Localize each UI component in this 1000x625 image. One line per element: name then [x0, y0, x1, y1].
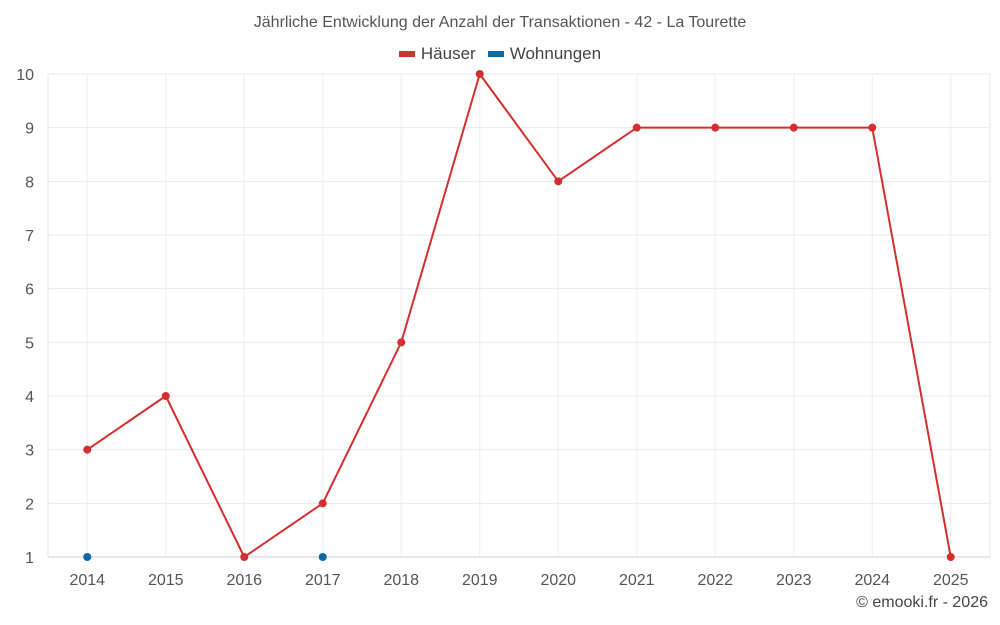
y-tick-label: 3	[25, 443, 34, 460]
x-tick-label: 2021	[619, 572, 655, 589]
data-point-haeuser	[318, 499, 327, 508]
legend-item-wohnungen[interactable]: Wohnungen	[487, 44, 602, 64]
x-tick-label: 2018	[383, 572, 419, 589]
x-tick-label: 2017	[305, 572, 341, 589]
data-point-haeuser	[711, 123, 720, 132]
copyright-credit: © emooki.fr - 2026	[856, 594, 988, 611]
y-tick-label: 8	[25, 174, 34, 191]
data-point-haeuser	[397, 338, 406, 347]
data-point-haeuser	[240, 553, 249, 561]
x-tick-label: 2023	[776, 572, 812, 589]
legend-label-haeuser: Häuser	[420, 44, 476, 63]
data-point-haeuser	[868, 123, 877, 132]
chart-title: Jährliche Entwicklung der Anzahl der Tra…	[253, 14, 747, 31]
y-tick-label: 10	[16, 67, 34, 84]
data-point-haeuser	[554, 177, 563, 186]
legend: Häuser Wohnungen	[0, 44, 1000, 64]
y-tick-label: 6	[25, 282, 34, 299]
data-point-haeuser	[161, 392, 170, 400]
y-tick-label: 2	[25, 496, 34, 513]
y-tick-label: 5	[25, 335, 34, 352]
legend-swatch-haeuser	[398, 51, 415, 57]
legend-item-haeuser[interactable]: Häuser	[398, 44, 476, 64]
x-tick-label: 2016	[226, 572, 262, 589]
y-tick-label: 1	[25, 550, 34, 567]
y-tick-label: 4	[25, 389, 34, 406]
y-tick-label: 9	[25, 121, 34, 138]
data-point-haeuser	[946, 553, 955, 561]
data-point-haeuser	[83, 445, 92, 454]
x-tick-label: 2020	[540, 572, 576, 589]
y-tick-label: 7	[25, 228, 34, 245]
x-tick-label: 2025	[933, 572, 969, 589]
data-point-haeuser	[789, 123, 798, 132]
legend-label-wohnungen: Wohnungen	[509, 44, 602, 63]
data-point-wohnungen	[318, 553, 327, 561]
x-tick-label: 2019	[462, 572, 498, 589]
legend-swatch-wohnungen	[487, 51, 504, 57]
x-tick-label: 2015	[148, 572, 184, 589]
data-point-haeuser	[632, 123, 641, 132]
x-tick-label: 2014	[69, 572, 105, 589]
x-tick-label: 2024	[854, 572, 890, 589]
data-point-wohnungen	[83, 553, 92, 561]
x-tick-label: 2022	[697, 572, 733, 589]
data-point-haeuser	[475, 70, 484, 78]
series-line-haeuser	[86, 73, 952, 558]
